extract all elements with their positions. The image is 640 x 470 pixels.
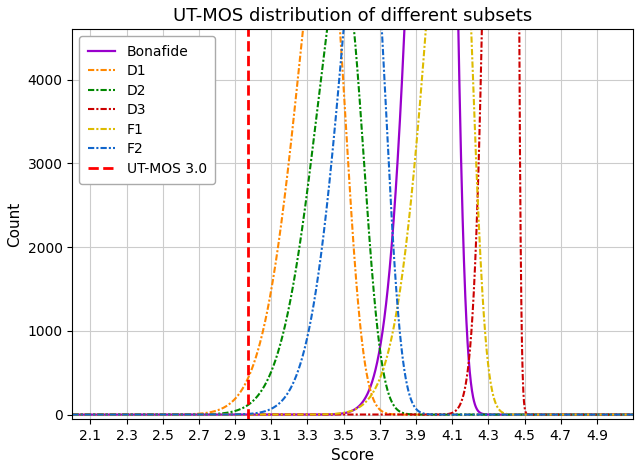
D1 [148, 412, 156, 417]
D3 [616, 412, 624, 417]
Line: D2: D2 [36, 0, 640, 415]
F2 [289, 381, 296, 387]
D3 [318, 412, 326, 417]
D1 [33, 412, 40, 417]
D3 [33, 412, 40, 417]
D3 [289, 412, 296, 417]
F2 [109, 412, 116, 417]
D2 [148, 412, 156, 417]
Line: F2: F2 [36, 0, 640, 415]
Y-axis label: Count: Count [7, 202, 22, 247]
UT-MOS 3.0 [244, 412, 252, 417]
F1 [616, 412, 624, 417]
Bonafide [289, 412, 296, 417]
Title: UT-MOS distribution of different subsets: UT-MOS distribution of different subsets [173, 7, 532, 25]
F1 [318, 412, 326, 417]
Bonafide [616, 412, 624, 417]
F1 [109, 412, 116, 417]
D3 [109, 412, 116, 417]
F2 [318, 246, 326, 251]
Bonafide [33, 412, 40, 417]
Bonafide [318, 412, 326, 417]
D2 [289, 284, 296, 290]
F2 [616, 412, 624, 417]
D1 [616, 412, 624, 417]
D3 [148, 412, 156, 417]
F1 [289, 412, 296, 417]
D1 [289, 124, 296, 129]
D3 [634, 412, 640, 417]
D2 [33, 412, 40, 417]
F2 [148, 412, 156, 417]
Bonafide [148, 412, 156, 417]
Bonafide [109, 412, 116, 417]
F2 [33, 412, 40, 417]
Line: D1: D1 [36, 0, 640, 415]
UT-MOS 3.0 [244, 412, 252, 417]
Line: F1: F1 [36, 0, 640, 415]
F1 [33, 412, 40, 417]
Legend: Bonafide, D1, D2, D3, F1, F2, UT-MOS 3.0: Bonafide, D1, D2, D3, F1, F2, UT-MOS 3.0 [79, 36, 215, 184]
D2 [616, 412, 624, 417]
D1 [109, 412, 116, 417]
Line: D3: D3 [36, 0, 640, 415]
Line: Bonafide: Bonafide [36, 0, 640, 415]
X-axis label: Score: Score [331, 448, 374, 463]
F1 [148, 412, 156, 417]
D2 [109, 412, 116, 417]
D2 [318, 69, 326, 74]
